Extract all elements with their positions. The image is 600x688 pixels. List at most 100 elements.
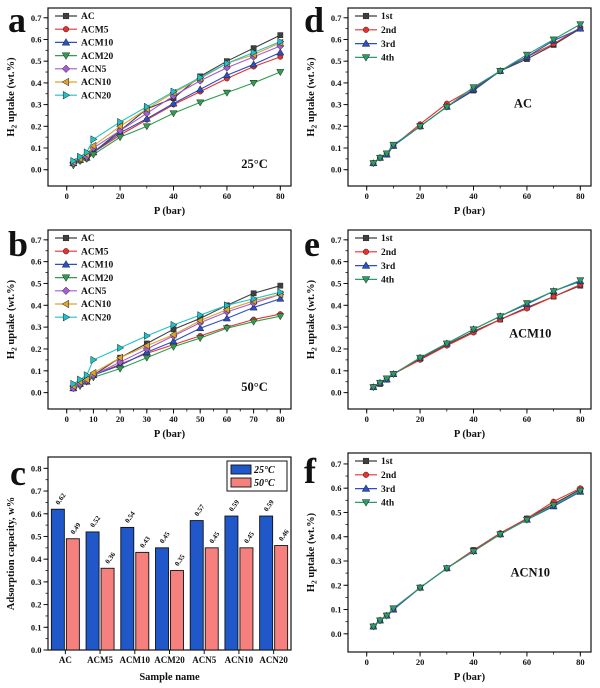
legend-label: ACM20 [81,274,113,284]
series-4th [369,487,585,631]
panel-annotation: 50°C [241,380,268,394]
legend-label: AC [81,234,95,244]
legend: AC ACM5 ACM10 ACM20 ACN5 ACN10 ACN20 [55,234,113,323]
chart-a-isotherms-25c: 0 20 40 60 80 0.0 0.1 0.2 0.3 0.4 0.5 0.6 0.7 P (bar)… [6,7,292,217]
series-1st [370,25,584,167]
legend-label: 4th [381,276,395,286]
legend-label: ACM20 [81,52,113,62]
bar [135,551,150,651]
legend-label: 2nd [381,471,397,481]
x-tick-label: 60 [523,414,532,424]
panel-c-letter: c [10,453,26,493]
legend-label: ACN20 [81,313,111,323]
bar-value-label: 0.62 [54,491,68,506]
legend-label: ACN10 [81,300,111,310]
y-tick-label: 0.6 [331,34,342,44]
axes: 0 20 40 60 80 0.0 0.1 0.2 0.3 0.4 0.5 0.6 0.7 P (bar) [331,7,592,217]
bar [65,538,80,651]
y-tick-label: 0.0 [331,165,342,175]
y-tick-label: 0.3 [31,322,42,332]
y-axis-label: H2 uptake (wt.%) [6,57,19,137]
series-4th [369,277,585,392]
y-tick-label: 0.7 [31,486,42,496]
category-label: ACN20 [259,655,288,665]
chart-d-cycles-ac: 0 20 40 60 80 0.0 0.1 0.2 0.3 0.4 0.5 0.6 0.7 P (bar)… [306,7,592,217]
legend: 1st 2nd 3rd 4th [355,12,397,64]
legend-label: ACM10 [81,39,113,49]
chart-f-cycles-acn10: 0 20 40 60 80 0.0 0.1 0.2 0.3 0.4 0.5 0.6 0.7 P (bar)… [306,452,592,683]
chart-e-cycles-acm10: 0 20 40 60 80 0.0 0.1 0.2 0.3 0.4 0.5 0.6 0.7 P (bar)… [306,229,592,440]
y-tick-label: 0.1 [31,143,42,153]
panel-b: b 0 10 20 30 40 50 60 70 80 0.0 0.1 0.2 0.3 0.4 0.5 0.6… [0,222,300,445]
category-label: ACM5 [87,655,113,665]
panel-c: c 0.0 0.1 0.2 0.3 0.4 0.5 0.6 0.7 0.8 AC ACM5 ACM10… [0,445,300,688]
bar [155,547,169,651]
y-tick-label: 0.4 [31,300,42,310]
panel-f-letter: f [304,451,316,491]
bar-value-label: 0.57 [193,503,207,518]
x-tick-label: 80 [276,414,285,424]
x-axis-label: P (bar) [154,429,186,440]
axes: 0.00.10.20.30.40.50.60.70.8AC ACM5 ACM10 AC… [31,456,292,683]
y-tick-label: 0.2 [331,344,342,354]
y-tick-label: 0.7 [31,13,42,23]
category-label: AC [59,655,72,665]
bar [120,526,135,651]
chart-c-adsorption-capacity-bars: 0.00.10.20.30.40.50.60.70.8AC ACM5 ACM10 AC… [6,456,292,683]
y-tick-label: 0.2 [31,344,42,354]
bar [50,508,65,651]
bar-series-25°C: 0.620.52 0.540.450.57 0.59 0.59 [50,491,276,651]
y-tick-label: 0.8 [31,463,42,473]
legend-label: AC [81,12,95,22]
y-tick-label: 0.3 [31,577,42,587]
legend: 25°C 50°C [226,460,288,492]
bar-value-label: 0.35 [173,553,187,568]
axes: 0 10 20 30 40 50 60 70 80 0.0 0.1 0.2 0.3 0.4 0.5 0.6 0.… [31,229,292,440]
y-tick-label: 0.3 [331,322,342,332]
axes: 0 20 40 60 80 0.0 0.1 0.2 0.3 0.4 0.5 0.6 0.7 P (bar) [331,452,592,683]
y-tick-label: 0.4 [331,78,342,88]
y-tick-label: 0.0 [31,645,42,655]
legend-label: ACN10 [81,78,111,88]
legend-label: ACN20 [81,91,111,101]
series-3rd [369,487,585,630]
category-label: ACM20 [154,655,185,665]
legend-label: 3rd [381,40,396,50]
legend-label: ACN5 [81,287,107,297]
y-tick-label: 0.5 [331,56,342,66]
y-tick-label: 0.2 [31,600,42,610]
bar [224,515,239,651]
bar-series-50°C: 0.490.360.430.350.45 0.45 0.46 [65,521,291,651]
panel-e: e 0 20 40 60 80 0.0 0.1 0.2 0.3 0.4 0.5 0.6 0.7 P (ba… [300,222,600,445]
x-tick-label: 40 [469,657,478,667]
y-tick-label: 0.2 [331,580,342,590]
y-tick-label: 0.7 [331,235,342,245]
x-tick-label: 40 [169,414,178,424]
legend-label: 1st [381,234,393,244]
y-tick-label: 0.5 [31,56,42,66]
series-ACN20 [70,288,285,388]
bar [100,567,115,651]
x-tick-label: 40 [169,191,178,201]
panel-d: d 0 20 40 60 80 0.0 0.1 0.2 0.3 0.4 0.5 0.6 0.7 P (ba… [300,0,600,222]
y-tick-label: 0.2 [331,121,342,131]
category-label: ACN5 [192,655,216,665]
x-axis-label: P (bar) [454,672,486,683]
y-tick-label: 0.0 [31,388,42,398]
legend-label: 1st [381,12,393,22]
legend-label: 1st [381,457,393,467]
bar-value-label: 0.59 [262,498,276,513]
x-tick-label: 80 [576,414,585,424]
x-tick-label: 0 [65,191,69,201]
x-tick-label: 20 [116,191,125,201]
y-tick-label: 0.3 [331,556,342,566]
panel-f: f 0 20 40 60 80 0.0 0.1 0.2 0.3 0.4 0.5 0.6 0.7 P (ba… [300,445,600,688]
y-tick-label: 0.7 [31,235,42,245]
y-tick-label: 0.1 [31,622,42,632]
x-tick-label: 20 [416,657,425,667]
y-tick-label: 0.4 [331,532,342,542]
panel-b-letter: b [8,224,29,264]
legend-label: 50°C [254,478,275,489]
y-tick-label: 0.5 [331,507,342,517]
